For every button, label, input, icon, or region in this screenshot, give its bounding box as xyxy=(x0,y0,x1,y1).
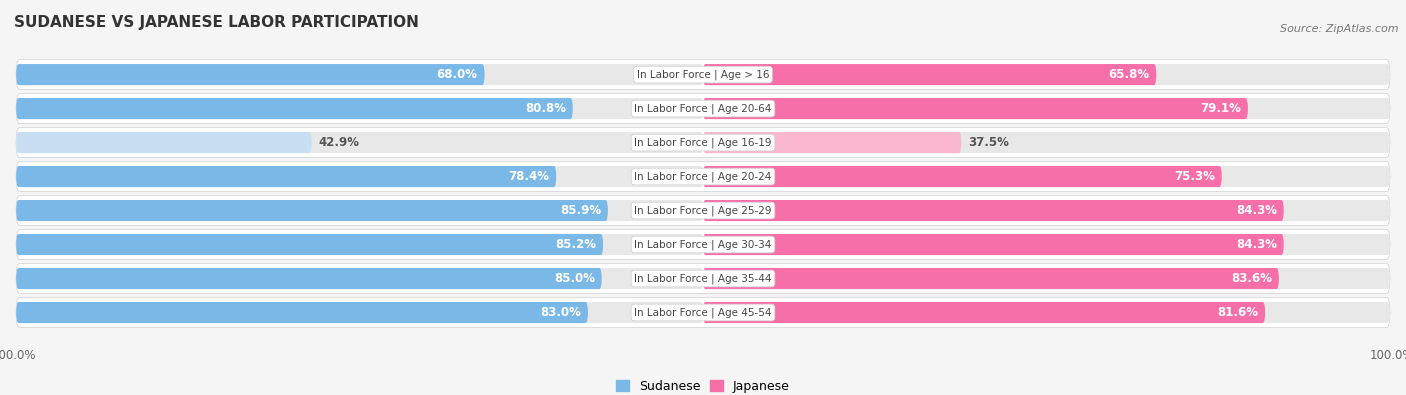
Text: 65.8%: 65.8% xyxy=(1108,68,1150,81)
Text: 79.1%: 79.1% xyxy=(1201,102,1241,115)
FancyBboxPatch shape xyxy=(15,132,312,153)
FancyBboxPatch shape xyxy=(15,234,703,255)
FancyBboxPatch shape xyxy=(15,302,588,323)
FancyBboxPatch shape xyxy=(15,64,485,85)
Text: 85.9%: 85.9% xyxy=(560,204,600,217)
FancyBboxPatch shape xyxy=(703,234,1391,255)
FancyBboxPatch shape xyxy=(703,302,1265,323)
FancyBboxPatch shape xyxy=(703,166,1391,187)
Text: 84.3%: 84.3% xyxy=(1236,204,1277,217)
FancyBboxPatch shape xyxy=(15,60,1391,90)
Text: 81.6%: 81.6% xyxy=(1218,306,1258,319)
Text: 83.0%: 83.0% xyxy=(540,306,581,319)
FancyBboxPatch shape xyxy=(15,200,703,221)
Text: In Labor Force | Age 20-24: In Labor Force | Age 20-24 xyxy=(634,171,772,182)
FancyBboxPatch shape xyxy=(15,297,1391,327)
Text: 78.4%: 78.4% xyxy=(509,170,550,183)
Text: 75.3%: 75.3% xyxy=(1174,170,1215,183)
Text: In Labor Force | Age 45-54: In Labor Force | Age 45-54 xyxy=(634,307,772,318)
FancyBboxPatch shape xyxy=(703,132,1391,153)
FancyBboxPatch shape xyxy=(703,268,1391,289)
Text: In Labor Force | Age 16-19: In Labor Force | Age 16-19 xyxy=(634,137,772,148)
Text: In Labor Force | Age > 16: In Labor Force | Age > 16 xyxy=(637,70,769,80)
Text: 68.0%: 68.0% xyxy=(437,68,478,81)
FancyBboxPatch shape xyxy=(703,98,1249,119)
FancyBboxPatch shape xyxy=(15,196,1391,226)
FancyBboxPatch shape xyxy=(703,166,1222,187)
Text: In Labor Force | Age 25-29: In Labor Force | Age 25-29 xyxy=(634,205,772,216)
FancyBboxPatch shape xyxy=(703,234,1284,255)
FancyBboxPatch shape xyxy=(15,128,1391,158)
FancyBboxPatch shape xyxy=(15,268,703,289)
FancyBboxPatch shape xyxy=(703,98,1391,119)
FancyBboxPatch shape xyxy=(703,200,1284,221)
FancyBboxPatch shape xyxy=(703,268,1279,289)
FancyBboxPatch shape xyxy=(15,166,703,187)
FancyBboxPatch shape xyxy=(15,132,703,153)
Legend: Sudanese, Japanese: Sudanese, Japanese xyxy=(612,375,794,395)
FancyBboxPatch shape xyxy=(15,229,1391,260)
Text: 83.6%: 83.6% xyxy=(1232,272,1272,285)
FancyBboxPatch shape xyxy=(15,166,557,187)
Text: SUDANESE VS JAPANESE LABOR PARTICIPATION: SUDANESE VS JAPANESE LABOR PARTICIPATION xyxy=(14,15,419,30)
FancyBboxPatch shape xyxy=(703,64,1391,85)
FancyBboxPatch shape xyxy=(15,64,703,85)
Text: 37.5%: 37.5% xyxy=(969,136,1010,149)
Text: In Labor Force | Age 35-44: In Labor Force | Age 35-44 xyxy=(634,273,772,284)
FancyBboxPatch shape xyxy=(703,132,962,153)
Text: 80.8%: 80.8% xyxy=(524,102,565,115)
FancyBboxPatch shape xyxy=(15,234,603,255)
FancyBboxPatch shape xyxy=(15,98,572,119)
FancyBboxPatch shape xyxy=(703,64,1156,85)
FancyBboxPatch shape xyxy=(15,200,607,221)
FancyBboxPatch shape xyxy=(15,98,703,119)
FancyBboxPatch shape xyxy=(15,162,1391,192)
Text: 85.2%: 85.2% xyxy=(555,238,596,251)
FancyBboxPatch shape xyxy=(703,302,1391,323)
Text: In Labor Force | Age 20-64: In Labor Force | Age 20-64 xyxy=(634,103,772,114)
FancyBboxPatch shape xyxy=(15,268,602,289)
Text: In Labor Force | Age 30-34: In Labor Force | Age 30-34 xyxy=(634,239,772,250)
Text: 85.0%: 85.0% xyxy=(554,272,595,285)
Text: 84.3%: 84.3% xyxy=(1236,238,1277,251)
FancyBboxPatch shape xyxy=(15,263,1391,293)
FancyBboxPatch shape xyxy=(703,200,1391,221)
FancyBboxPatch shape xyxy=(15,94,1391,124)
Text: Source: ZipAtlas.com: Source: ZipAtlas.com xyxy=(1281,24,1399,34)
Text: 42.9%: 42.9% xyxy=(319,136,360,149)
FancyBboxPatch shape xyxy=(15,302,703,323)
